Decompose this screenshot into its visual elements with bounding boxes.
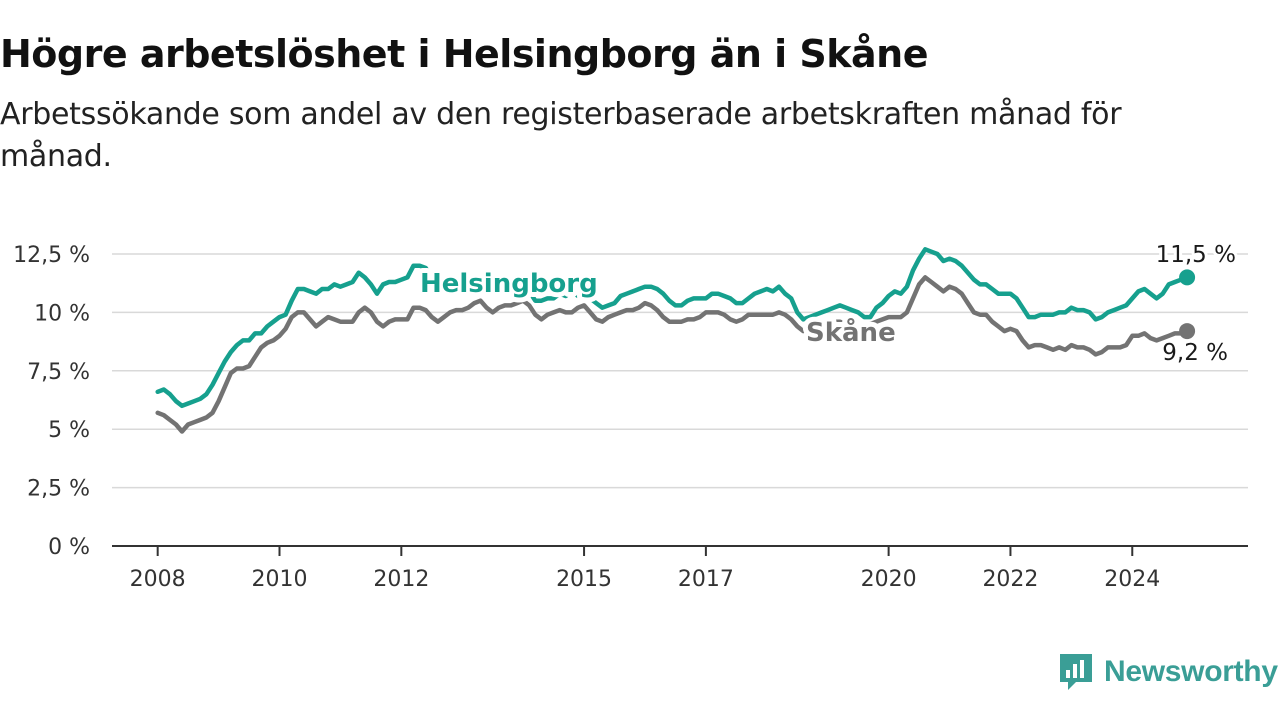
chart-title: Högre arbetslöshet i Helsingborg än i Sk… bbox=[0, 32, 928, 76]
x-tick-label: 2022 bbox=[982, 567, 1038, 592]
x-tick-label: 2012 bbox=[373, 567, 429, 592]
x-tick-label: 2010 bbox=[252, 567, 308, 592]
x-tick-label: 2017 bbox=[678, 567, 734, 592]
y-axis-ticks: 0 % 2,5 % 5 % 7,5 % 10 % 12,5 % bbox=[13, 243, 90, 560]
series-label-halo: Skåne bbox=[806, 316, 896, 348]
x-tick-label: 2015 bbox=[556, 567, 612, 592]
y-tick-label: 7,5 % bbox=[27, 360, 90, 385]
y-tick-label: 5 % bbox=[48, 418, 90, 443]
newsworthy-logo[interactable]: Newsworthy bbox=[1058, 652, 1278, 692]
x-axis: 2008 2010 2012 2015 2017 2020 2022 2024 bbox=[112, 545, 1248, 592]
x-tick-label: 2008 bbox=[130, 567, 186, 592]
y-tick-label: 12,5 % bbox=[13, 243, 90, 268]
x-tick-label: 2024 bbox=[1104, 567, 1160, 592]
series-line-skane bbox=[155, 275, 1190, 434]
y-tick-label: 10 % bbox=[34, 301, 90, 326]
series-label: Skåne bbox=[806, 316, 896, 348]
end-value-label: 9,2 % bbox=[1162, 340, 1228, 366]
grid-lines bbox=[112, 253, 1248, 489]
x-tick-label: 2020 bbox=[861, 567, 917, 592]
series-line-helsingborg bbox=[155, 247, 1190, 409]
brand-name: Newsworthy bbox=[1104, 655, 1278, 688]
chart-subtitle: Arbetssökande som andel av den registerb… bbox=[0, 97, 1122, 174]
y-tick-label: 0 % bbox=[48, 535, 90, 560]
y-tick-label: 2,5 % bbox=[27, 477, 90, 502]
end-value-label-halo: 9,2 % bbox=[1162, 340, 1228, 366]
series-label: Helsingborg bbox=[420, 269, 598, 299]
series-end-point bbox=[1179, 269, 1196, 286]
series-label-halo: Helsingborg bbox=[420, 269, 598, 299]
series-lines bbox=[155, 247, 1196, 434]
end-value-label: 11,5 % bbox=[1156, 242, 1236, 268]
end-value-label-halo: 11,5 % bbox=[1156, 242, 1236, 268]
newsworthy-chart-bubble-icon bbox=[1060, 654, 1092, 690]
series-end-point bbox=[1179, 323, 1196, 340]
